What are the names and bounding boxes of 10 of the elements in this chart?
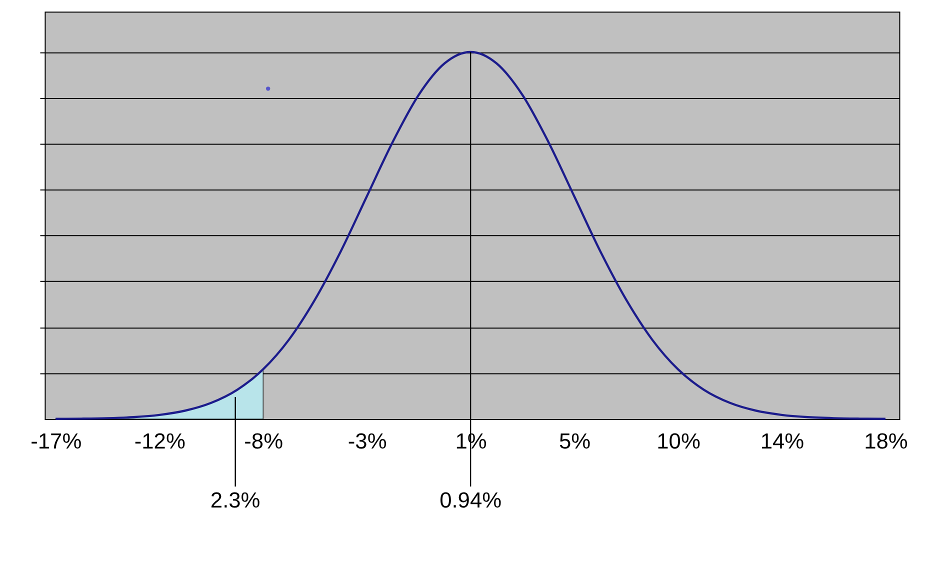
x-tick-label: -12% xyxy=(134,428,186,454)
x-tick-label: -3% xyxy=(348,428,387,454)
annotation: 2.3% xyxy=(210,487,260,512)
x-tick-label: 5% xyxy=(558,428,591,454)
x-tick-label: 18% xyxy=(864,428,908,454)
x-tick-label: -17% xyxy=(30,428,82,454)
ref-line-label: 0.94% xyxy=(440,487,502,512)
x-tick-label: 10% xyxy=(656,428,700,454)
x-tick-label: 14% xyxy=(760,428,804,454)
x-tick-label: -8% xyxy=(244,428,284,454)
